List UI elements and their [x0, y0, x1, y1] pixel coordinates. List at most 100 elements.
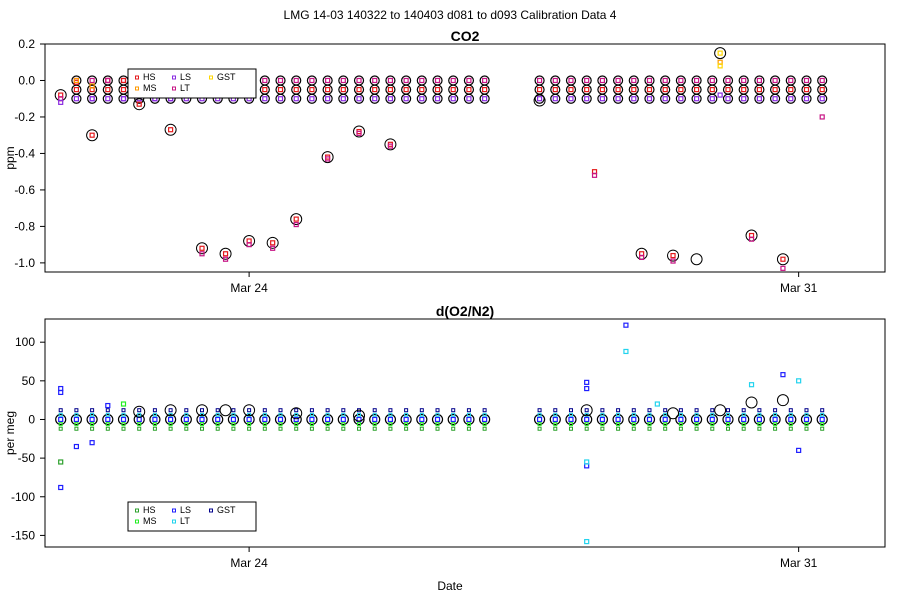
co2-ring	[291, 93, 302, 104]
o2n2-point	[262, 408, 267, 413]
co2-point	[450, 77, 456, 84]
co2-ring	[448, 93, 459, 104]
co2-ytick-label: -0.8	[14, 219, 35, 233]
o2n2-point	[600, 426, 605, 431]
o2n2-point	[568, 426, 573, 431]
co2-ring	[416, 75, 427, 86]
co2-ring	[322, 75, 333, 86]
co2-point	[340, 96, 346, 102]
co2-point	[450, 96, 456, 102]
o2n2-ring	[447, 413, 459, 426]
co2-point	[662, 86, 668, 93]
o2n2-point	[537, 412, 542, 417]
co2-point-lt	[591, 172, 598, 178]
co2-ring	[275, 93, 286, 104]
o2n2-point	[262, 422, 267, 427]
co2-point	[552, 96, 558, 102]
o2n2-point	[341, 412, 346, 417]
co2-ring	[754, 75, 765, 86]
co2-point	[788, 77, 794, 84]
o2n2-point	[246, 416, 252, 423]
o2n2-point-ls2	[58, 389, 64, 396]
o2n2-axis: 100 50 0 -50 -100 -150 Mar 24 Mar 31	[11, 335, 818, 570]
o2n2-ring	[690, 413, 703, 426]
co2-ring	[102, 84, 113, 95]
co2-outlier-ring	[745, 229, 758, 242]
o2n2-point	[741, 426, 746, 431]
co2-ring	[691, 84, 702, 95]
co2-point	[262, 86, 268, 93]
co2-outlier-ring	[353, 125, 366, 138]
co2-point	[387, 86, 394, 93]
o2n2-point	[278, 426, 283, 431]
o2n2-point	[647, 422, 652, 427]
co2-ring	[291, 84, 302, 95]
co2-point-hs	[120, 77, 127, 84]
co2-ring	[581, 93, 592, 104]
co2-point	[340, 86, 346, 93]
co2-point	[434, 77, 441, 84]
co2-ring	[817, 84, 828, 95]
o2n2-point	[419, 422, 424, 427]
o2n2-ring	[431, 413, 444, 426]
co2-ring	[660, 93, 671, 104]
o2n2-point	[647, 412, 652, 417]
o2n2-point	[600, 408, 605, 413]
co2-legend-marker	[172, 75, 176, 80]
o2n2-point	[325, 422, 330, 427]
o2n2-point	[183, 416, 189, 423]
o2n2-point	[105, 422, 110, 427]
co2-point	[356, 86, 362, 93]
o2n2-point	[663, 408, 668, 413]
o2n2-point-ls2	[796, 447, 802, 453]
co2-point	[568, 96, 574, 102]
o2n2-point	[403, 416, 409, 423]
co2-legend-label: LS	[180, 72, 191, 82]
co2-ring	[416, 93, 427, 104]
co2-point	[262, 77, 268, 84]
o2n2-point	[105, 426, 110, 431]
o2n2-point	[434, 416, 441, 423]
o2n2-ytick-label: 50	[22, 374, 36, 388]
co2-outlier-ring	[133, 98, 146, 111]
o2n2-point	[741, 412, 746, 417]
co2-point-hs	[199, 245, 205, 251]
o2n2-point	[341, 422, 346, 427]
o2n2-ring	[643, 413, 656, 426]
o2n2-point	[74, 408, 79, 413]
o2n2-point	[58, 426, 63, 431]
o2n2-ytick-label: -100	[11, 490, 35, 504]
o2n2-point	[105, 412, 110, 417]
co2-ytick-label: 0.2	[18, 37, 35, 51]
co2-point	[646, 96, 653, 102]
o2n2-point	[451, 408, 456, 413]
co2-ring	[817, 93, 828, 104]
co2-ring	[479, 84, 490, 95]
co2-legend-marker	[172, 86, 176, 91]
co2-point	[599, 96, 605, 102]
o2n2-point	[309, 426, 314, 431]
o2n2-point	[58, 412, 63, 417]
co2-point	[741, 77, 747, 84]
o2n2-point	[325, 426, 330, 431]
o2n2-point	[137, 422, 142, 427]
o2n2-point	[215, 412, 220, 417]
co2-outlier-ring	[776, 253, 789, 266]
co2-ring	[353, 75, 365, 86]
o2n2-point	[725, 422, 730, 427]
co2-ring	[644, 75, 655, 86]
co2-point-lt	[325, 156, 331, 162]
o2n2-point	[152, 422, 157, 427]
o2n2-ring	[149, 413, 161, 426]
co2-ring	[565, 75, 577, 86]
o2n2-point	[294, 412, 299, 417]
co2-ring	[306, 84, 318, 95]
o2n2-point	[168, 408, 173, 413]
co2-ring	[597, 93, 608, 104]
o2n2-point	[404, 422, 409, 427]
co2-ring	[675, 93, 686, 104]
co2-point	[631, 77, 637, 84]
co2-ring	[102, 93, 113, 104]
co2-point-lt	[819, 114, 825, 120]
